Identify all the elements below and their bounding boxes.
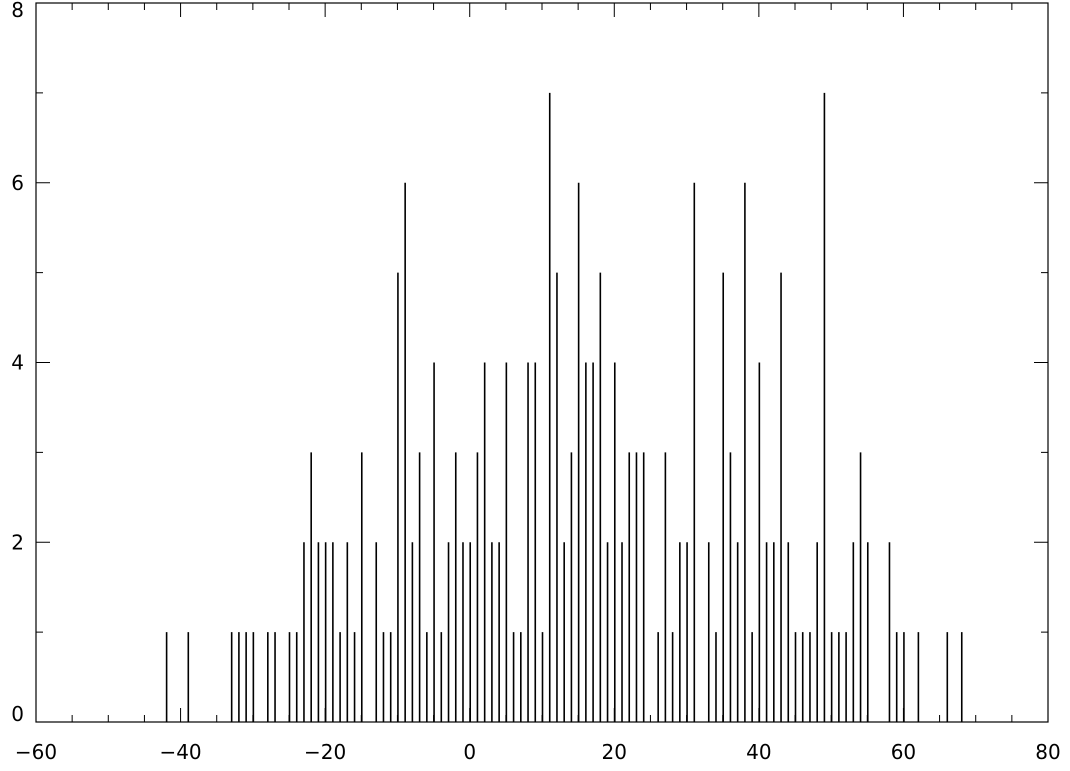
y-tick-label: 0	[11, 702, 24, 726]
x-tick-label: 0	[463, 740, 476, 764]
ticks-layer	[35, 2, 1049, 723]
x-tick-label: −20	[304, 740, 346, 764]
y-tick-label: 8	[11, 0, 24, 22]
y-tick-label: 2	[11, 530, 24, 554]
x-tick-label: −40	[159, 740, 201, 764]
bars-layer	[165, 92, 963, 722]
x-tick-label: 20	[602, 740, 627, 764]
tick-labels-layer: −60 −40 −20 0 20 40 60 80 0 2 4 6 8	[11, 0, 1060, 764]
x-tick-label: 80	[1035, 740, 1060, 764]
y-tick-label: 6	[11, 171, 24, 195]
x-tick-label: 40	[746, 740, 771, 764]
x-tick-label: 60	[891, 740, 916, 764]
y-tick-label: 4	[11, 351, 24, 375]
plot-frame	[35, 2, 1049, 723]
x-tick-label: −60	[15, 740, 57, 764]
